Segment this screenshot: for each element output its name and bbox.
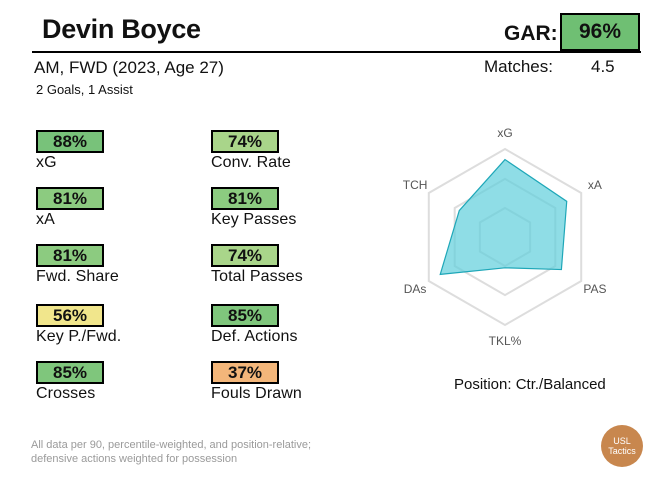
metric-percent: 81% xyxy=(36,244,104,267)
radar-axis-label: DAs xyxy=(404,282,427,296)
metric-key-p-fwd: 56% Key P./Fwd. xyxy=(36,304,121,346)
metric-xa: 81% xA xyxy=(36,187,104,229)
metric-label: Def. Actions xyxy=(211,328,298,345)
metric-percent: 74% xyxy=(211,244,279,267)
metric-label: Fouls Drawn xyxy=(211,385,302,402)
radar-axis-label: TCH xyxy=(403,178,428,192)
matches-value: 4.5 xyxy=(591,57,615,76)
gar-value: 96% xyxy=(560,13,640,51)
player-name: Devin Boyce xyxy=(42,14,201,44)
metric-xg: 88% xG xyxy=(36,130,104,172)
metric-percent: 85% xyxy=(36,361,104,384)
metric-key-passes: 81% Key Passes xyxy=(211,187,296,229)
player-contributions: 2 Goals, 1 Assist xyxy=(36,82,133,97)
position-label: Position: Ctr./Balanced xyxy=(454,376,606,393)
metric-total-passes: 74% Total Passes xyxy=(211,244,303,286)
metric-def-actions: 85% Def. Actions xyxy=(211,304,298,346)
gar-label: GAR: xyxy=(504,22,558,45)
metric-label: xA xyxy=(36,211,55,228)
metric-fwd-share: 81% Fwd. Share xyxy=(36,244,119,286)
radar-chart: xG xA PAS TKL% DAs TCH xyxy=(403,126,607,348)
metric-label: Key P./Fwd. xyxy=(36,328,122,345)
metric-conv-rate: 74% Conv. Rate xyxy=(211,130,291,172)
radar-axis-label: PAS xyxy=(583,282,606,296)
player-subtitle: AM, FWD (2023, Age 27) xyxy=(34,58,224,77)
logo-line-2: Tactics xyxy=(608,446,636,456)
metric-percent: 74% xyxy=(211,130,279,153)
title-divider xyxy=(32,51,641,53)
footnote: All data per 90, percentile-weighted, an… xyxy=(31,438,311,466)
usl-tactics-logo: USL Tactics xyxy=(601,425,643,467)
matches-label: Matches: xyxy=(484,57,553,76)
radar-axis-label: xG xyxy=(497,126,512,140)
radar-axis-label: TKL% xyxy=(489,334,522,348)
radar-grid-ring-1 xyxy=(427,147,583,327)
footnote-line-2: defensive actions weighted for possessio… xyxy=(31,453,238,465)
metric-label: Crosses xyxy=(36,385,96,402)
metric-percent: 56% xyxy=(36,304,104,327)
radar-data-area xyxy=(439,158,568,276)
logo-line-1: USL xyxy=(613,436,631,446)
metric-fouls-drawn: 37% Fouls Drawn xyxy=(211,361,302,403)
metric-label: Total Passes xyxy=(211,268,303,285)
metric-label: Key Passes xyxy=(211,211,297,228)
radar-axis-label: xA xyxy=(588,178,602,192)
metric-percent: 37% xyxy=(211,361,279,384)
metric-label: xG xyxy=(36,154,57,171)
metric-crosses: 85% Crosses xyxy=(36,361,104,403)
metric-label: Conv. Rate xyxy=(211,154,291,171)
metric-percent: 85% xyxy=(211,304,279,327)
metric-label: Fwd. Share xyxy=(36,268,119,285)
metric-percent: 81% xyxy=(36,187,104,210)
metric-percent: 88% xyxy=(36,130,104,153)
metric-percent: 81% xyxy=(211,187,279,210)
footnote-line-1: All data per 90, percentile-weighted, an… xyxy=(31,439,312,451)
